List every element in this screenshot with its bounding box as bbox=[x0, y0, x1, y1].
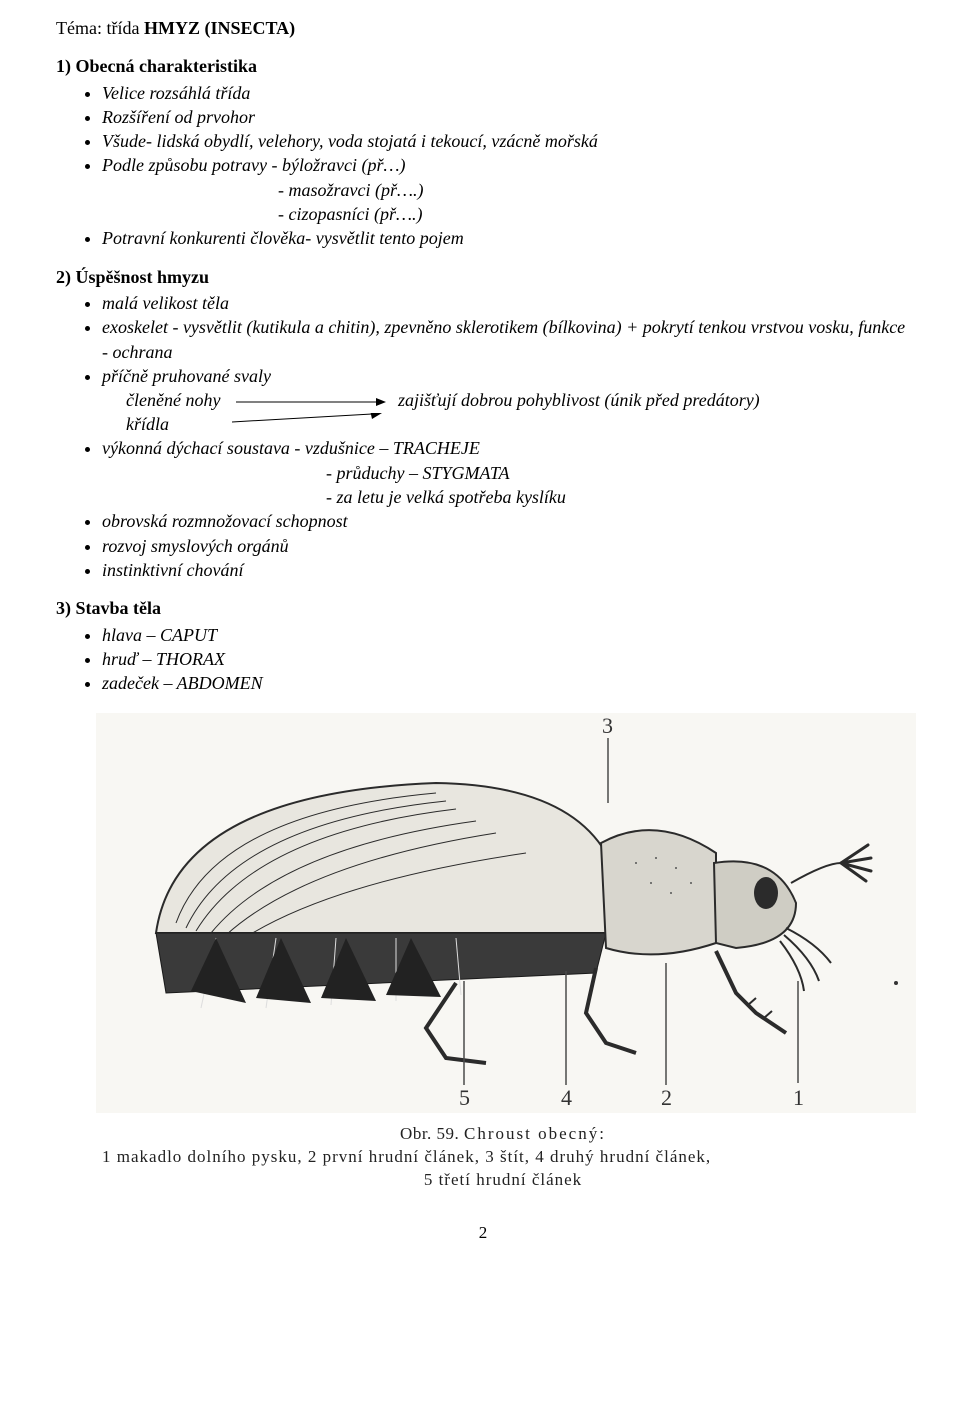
fig-label-4: 4 bbox=[561, 1085, 572, 1110]
kridla-label: křídla bbox=[126, 414, 169, 434]
s1-b1: Velice rozsáhlá třída bbox=[102, 81, 910, 105]
s2-b7: instinktivní chování bbox=[102, 558, 910, 582]
topic-bold: HMYZ (INSECTA) bbox=[144, 18, 295, 38]
fig-label-2: 2 bbox=[661, 1085, 672, 1110]
fig-label-5: 5 bbox=[459, 1085, 470, 1110]
section-3-list: hlava – CAPUT hruď – THORAX zadeček – AB… bbox=[102, 623, 910, 696]
section-1-list: Velice rozsáhlá třída Rozšíření od prvoh… bbox=[102, 81, 910, 178]
arrow-icon-2 bbox=[232, 413, 382, 423]
figure-wrap: 3 1 2 4 5 Obr. 59. Chroust obecný: 1 mak… bbox=[96, 713, 910, 1192]
s2-b6: rozvoj smyslových orgánů bbox=[102, 534, 910, 558]
beetle-diagram: 3 1 2 4 5 bbox=[96, 713, 916, 1113]
fig-label-1: 1 bbox=[793, 1085, 804, 1110]
section-2-head: 2) Úspěšnost hmyzu bbox=[56, 265, 910, 289]
s2-b4-sub2: - za letu je velká spotřeba kyslíku bbox=[326, 485, 910, 509]
s1-b3: Všude- lidská obydlí, velehory, voda sto… bbox=[102, 129, 910, 153]
section-2-list: malá velikost těla exoskelet - vysvětlit… bbox=[102, 291, 910, 388]
s2-b1: malá velikost těla bbox=[102, 291, 910, 315]
s2-b2: exoskelet - vysvětlit (kutikula a chitin… bbox=[102, 315, 910, 364]
arrow-kridla: křídla bbox=[126, 412, 910, 436]
s2-b4: výkonná dýchací soustava - vzdušnice – T… bbox=[102, 436, 910, 460]
figure-caption-line1: 1 makadlo dolního pysku, 2 první hrudní … bbox=[96, 1146, 910, 1169]
page-number: 2 bbox=[56, 1222, 910, 1245]
s3-b3: zadeček – ABDOMEN bbox=[102, 671, 910, 695]
s2-b3: příčně pruhované svaly bbox=[102, 364, 910, 388]
caption-line-text: 1 makadlo dolního pysku, 2 první hrudní … bbox=[102, 1147, 711, 1166]
caption-title: Chroust obecný: bbox=[464, 1124, 606, 1143]
topic-line: Téma: třída HMYZ (INSECTA) bbox=[56, 16, 910, 40]
s1-b4-sub2: - cizopasníci (př….) bbox=[278, 202, 910, 226]
arrow-left-label: členěné nohy bbox=[126, 388, 220, 412]
s1-b2: Rozšíření od prvohor bbox=[102, 105, 910, 129]
section-1-head: 1) Obecná charakteristika bbox=[56, 54, 910, 78]
caption-prefix: Obr. 59. bbox=[400, 1124, 464, 1143]
section-1-list-cont: Potravní konkurenti člověka- vysvětlit t… bbox=[102, 226, 910, 250]
section-2-list-cont2: obrovská rozmnožovací schopnost rozvoj s… bbox=[102, 509, 910, 582]
figure-caption-line2: 5 třetí hrudní článek bbox=[96, 1169, 910, 1192]
topic-prefix: Téma: třída bbox=[56, 18, 144, 38]
arrow-icon bbox=[236, 397, 386, 407]
s1-b5: Potravní konkurenti člověka- vysvětlit t… bbox=[102, 226, 910, 250]
figure-caption: Obr. 59. Chroust obecný: bbox=[96, 1123, 910, 1146]
arrow-right-label: zajišťují dobrou pohyblivost (únik před … bbox=[398, 388, 760, 412]
s2-b4-sub1: - průduchy – STYGMATA bbox=[326, 461, 910, 485]
arrow-row-1: členěné nohy zajišťují dobrou pohyblivos… bbox=[126, 388, 910, 412]
s1-b4: Podle způsobu potravy - býložravci (př…) bbox=[102, 153, 910, 177]
s2-b5: obrovská rozmnožovací schopnost bbox=[102, 509, 910, 533]
fig-label-3: 3 bbox=[602, 713, 613, 738]
section-3-head: 3) Stavba těla bbox=[56, 596, 910, 620]
s1-b4-sub1: - masožravci (př….) bbox=[278, 178, 910, 202]
section-2-list-cont: výkonná dýchací soustava - vzdušnice – T… bbox=[102, 436, 910, 460]
s3-b2: hruď – THORAX bbox=[102, 647, 910, 671]
s3-b1: hlava – CAPUT bbox=[102, 623, 910, 647]
